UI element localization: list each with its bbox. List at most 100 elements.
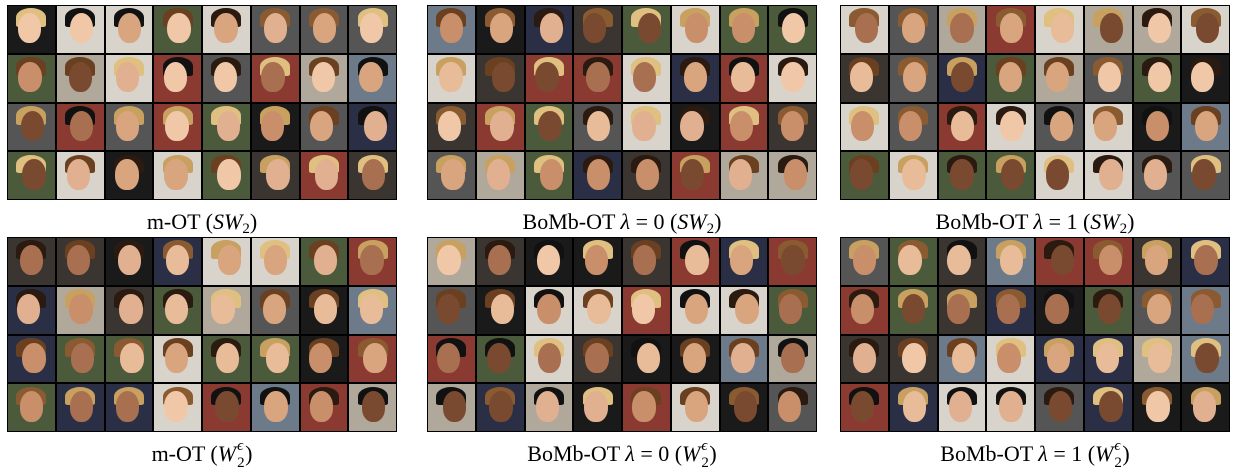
face-image <box>1036 286 1083 334</box>
face-image <box>476 152 524 199</box>
face-image <box>769 335 816 383</box>
face <box>539 159 564 190</box>
face <box>115 61 140 93</box>
face-image <box>300 152 348 199</box>
face <box>538 110 562 141</box>
face <box>489 13 514 44</box>
caption-sub: 2 <box>1119 221 1128 237</box>
caption-math: SW <box>213 209 243 234</box>
face-image <box>671 238 719 285</box>
face-image <box>300 335 348 383</box>
face-image <box>476 103 524 151</box>
face <box>1147 61 1172 93</box>
caption-math: λ <box>1038 441 1048 466</box>
face <box>999 13 1024 44</box>
caption-text: = 1 ( <box>1047 441 1096 466</box>
face-image <box>1036 6 1083 53</box>
face-image <box>300 286 348 334</box>
face-image <box>8 152 55 199</box>
face-image <box>841 286 888 334</box>
face-image <box>769 54 816 102</box>
face-image <box>1036 152 1083 199</box>
face <box>217 159 241 190</box>
face <box>213 61 238 93</box>
face <box>1194 245 1218 276</box>
face-image <box>1084 152 1132 199</box>
face-image <box>251 286 299 334</box>
face <box>70 13 94 44</box>
face <box>164 342 189 373</box>
face <box>360 245 384 276</box>
face-image <box>720 335 768 383</box>
face <box>17 13 42 44</box>
superscript: ϵ <box>1114 438 1121 454</box>
face <box>631 293 655 325</box>
face <box>950 13 974 44</box>
face <box>779 293 803 325</box>
face <box>997 342 1021 373</box>
face-image <box>8 54 55 102</box>
face <box>1195 342 1219 373</box>
face-image <box>154 103 201 151</box>
face-image <box>671 6 719 53</box>
face <box>491 61 516 93</box>
face-image <box>889 335 937 383</box>
face-image <box>105 286 153 334</box>
face-image <box>1133 238 1181 285</box>
face-image <box>1084 54 1132 102</box>
image-grid <box>7 237 397 432</box>
face-image <box>671 103 719 151</box>
panel: m-OT (SW2) <box>7 5 397 238</box>
caption-text: BoMb-OT <box>940 441 1039 466</box>
face <box>1045 159 1070 190</box>
face-image <box>349 384 396 431</box>
face-image <box>987 286 1034 334</box>
panel: m-OT (W ϵ 2) <box>7 237 397 471</box>
face-image <box>8 335 55 383</box>
face-image <box>671 384 719 431</box>
face <box>437 110 462 141</box>
face-image <box>525 103 573 151</box>
face-image <box>938 335 986 383</box>
face <box>1000 245 1024 276</box>
face-image <box>203 238 250 285</box>
face <box>119 293 143 325</box>
face <box>586 110 610 141</box>
face-image <box>56 103 104 151</box>
caption-text: BoMb-OT <box>522 209 621 234</box>
face-image <box>1036 238 1083 285</box>
face-image <box>105 335 153 383</box>
face <box>437 245 461 276</box>
face <box>685 245 709 276</box>
face <box>487 245 511 276</box>
caption-math: λ <box>620 209 631 234</box>
face <box>22 159 46 190</box>
face-image <box>623 6 670 53</box>
caption: BoMb-OT λ = 0 (SW2) <box>427 209 817 238</box>
face-image <box>574 103 621 151</box>
face <box>486 159 511 190</box>
face-image <box>938 6 986 53</box>
face-image <box>251 152 299 199</box>
face <box>266 159 290 190</box>
face-image <box>525 6 573 53</box>
face <box>1099 391 1123 422</box>
face <box>632 245 657 276</box>
face-image <box>1084 384 1132 431</box>
face <box>263 13 287 44</box>
face <box>120 342 144 373</box>
face-image <box>349 238 396 285</box>
face <box>69 110 94 141</box>
face-image <box>476 238 524 285</box>
face <box>852 342 877 373</box>
face <box>215 342 240 373</box>
superscript: ϵ <box>237 438 244 454</box>
face <box>850 293 874 325</box>
face <box>735 293 759 325</box>
face <box>1000 159 1025 190</box>
face-image <box>1084 286 1132 334</box>
face-image <box>154 238 201 285</box>
face <box>632 61 656 93</box>
caption-math: SW <box>677 209 707 234</box>
